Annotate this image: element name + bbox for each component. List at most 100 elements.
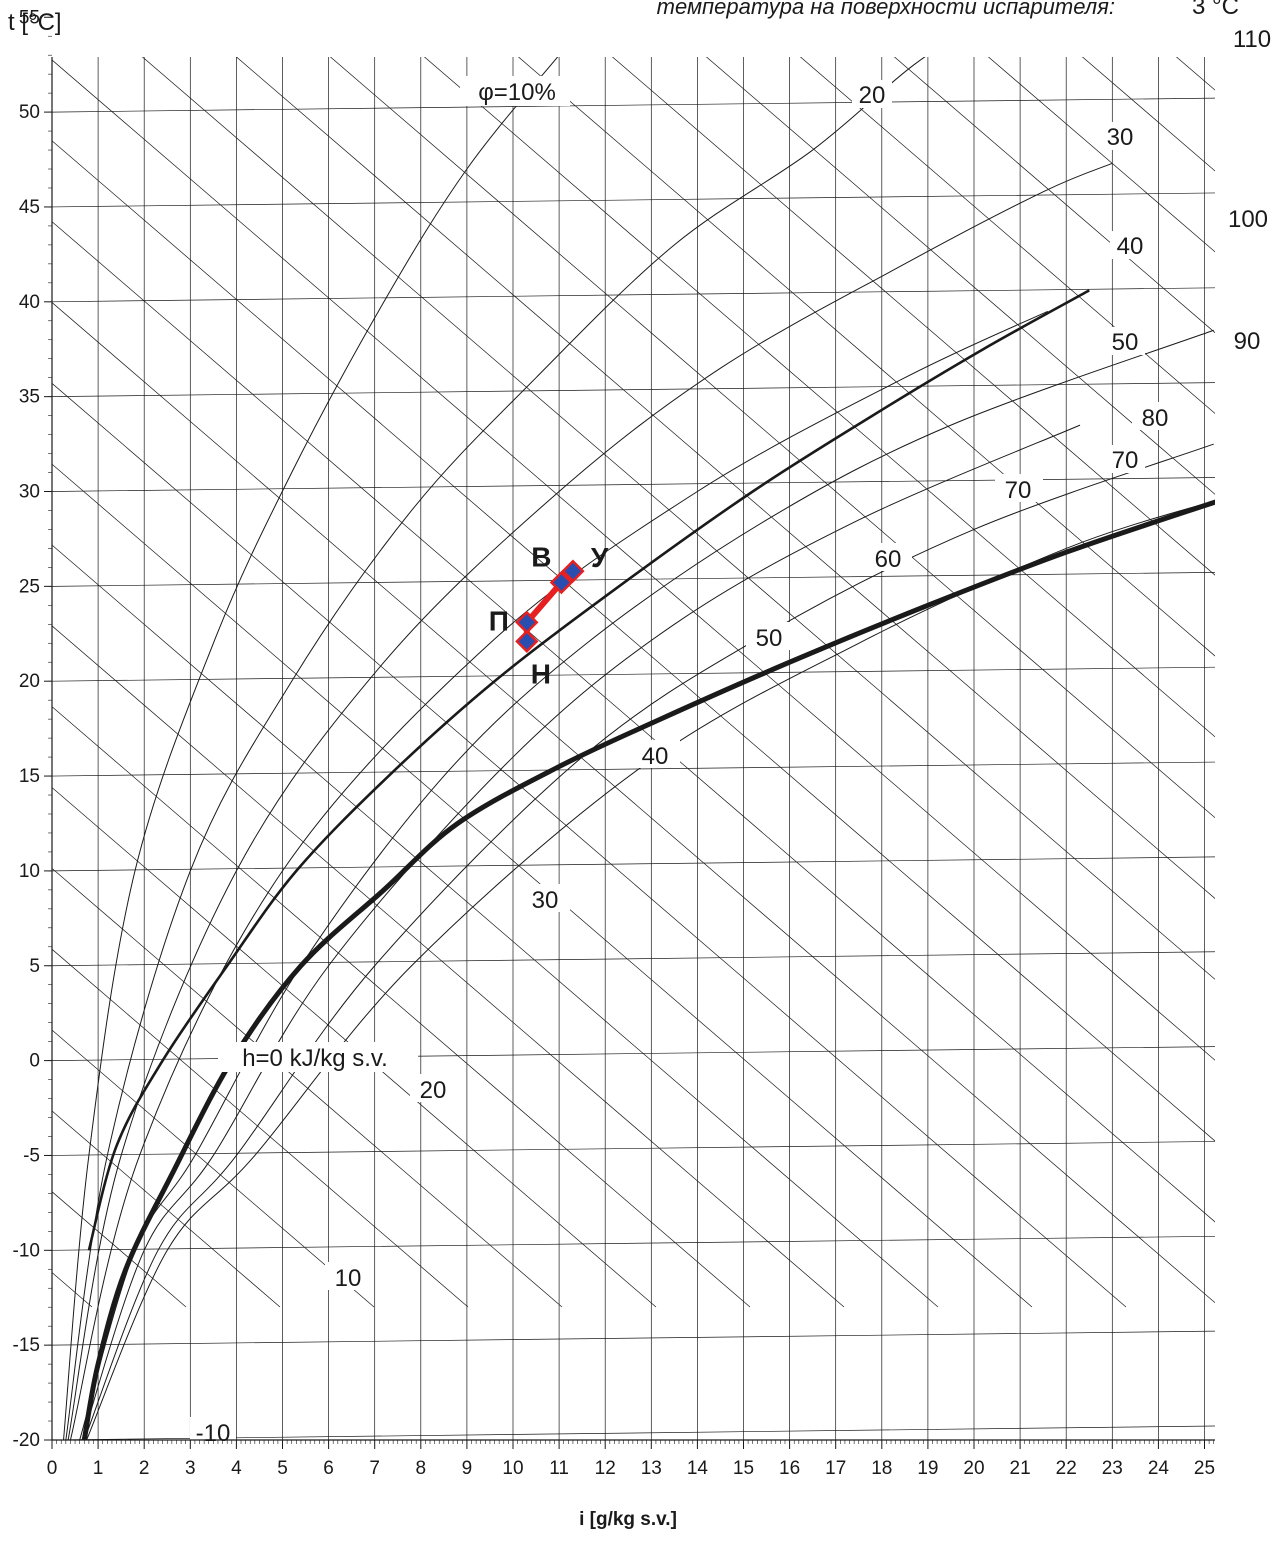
label-bg: [1110, 231, 1150, 259]
enthalpy-label-m10: -10: [196, 1420, 231, 1447]
grid-tline: [52, 666, 1215, 682]
y-tick-label: 20: [19, 671, 40, 692]
x-tick-label: 11: [549, 1458, 569, 1479]
grid-tline: [52, 1235, 1215, 1251]
y-tick-label: 35: [19, 387, 40, 408]
grid-layer: [52, 57, 1215, 1440]
y-tick-label: -20: [13, 1430, 40, 1451]
grid-tline: [52, 572, 1215, 587]
grid-tline: [52, 97, 1215, 113]
x-tick-label: 2: [139, 1458, 150, 1479]
x-axis-title: i [g/kg s.v.]: [579, 1509, 677, 1530]
rh-label-40: 40: [1117, 233, 1144, 260]
state-point-label: Н: [531, 658, 551, 689]
rh-curve-30: [67, 162, 1113, 1440]
enthalpy-line: [517, 57, 1215, 657]
y-tick-label: -15: [13, 1335, 40, 1356]
y-tick-label: 50: [19, 102, 40, 123]
y-tick-label: 5: [29, 956, 40, 977]
state-point: [515, 629, 539, 654]
x-tick-label: 22: [1056, 1458, 1077, 1479]
grid-tline: [52, 856, 1215, 872]
x-tick-label: 0: [47, 1458, 58, 1479]
y-tick-label: -10: [13, 1240, 40, 1261]
header-value: 3 °C: [1192, 0, 1239, 20]
x-tick-label: 7: [369, 1458, 380, 1479]
label-bg: [852, 80, 892, 108]
enthalpy-label-0: h=0 kJ/kg s.v.: [242, 1045, 388, 1072]
rh-curve-100: [81, 499, 1215, 1440]
y-tick-label: 30: [19, 482, 40, 503]
grid-tline: [52, 1330, 1215, 1346]
label-bg: [410, 1074, 458, 1102]
enthalpy-line: [52, 625, 845, 1308]
enthalpy-line: [52, 787, 657, 1308]
grid-tline: [52, 1141, 1215, 1156]
enthalpy-label-80: 80: [1142, 405, 1169, 432]
process-layer: НП В У: [489, 542, 609, 690]
x-tick-label: 1: [93, 1458, 104, 1479]
enthalpy-line: [52, 1029, 375, 1308]
enthalpy-line: [52, 382, 1127, 1308]
x-tick-label: 3: [185, 1458, 196, 1479]
enthalpy-label-100: 100: [1228, 206, 1268, 233]
enthalpy-line: [52, 59, 1215, 1061]
enthalpy-line: [52, 706, 751, 1308]
x-tick-label: 19: [917, 1458, 938, 1479]
grid-tline: [52, 951, 1215, 967]
y-tick-label: 25: [19, 576, 40, 597]
label-bg: [1105, 445, 1145, 473]
enthalpy-label-70: 70: [1005, 477, 1032, 504]
enthalpy-line: [52, 140, 1215, 1142]
rh-label-10: φ=10%: [478, 79, 556, 106]
enthalpy-line: [423, 57, 1215, 738]
label-bg: [522, 884, 570, 912]
label-bg: [864, 543, 912, 571]
x-tick-label: 12: [595, 1458, 616, 1479]
rh-curve-60: [79, 329, 1214, 1440]
enthalpy-line: [235, 57, 1215, 899]
y-axis-title: t [°C]: [8, 9, 62, 36]
rh-curve-20: [65, 57, 926, 1440]
enthalpy-label-50: 50: [756, 625, 783, 652]
y-tick-label: 10: [19, 861, 40, 882]
rh-curve-10: [63, 57, 559, 1440]
enthalpy-line: [329, 57, 1215, 819]
x-tick-label: 23: [1102, 1458, 1123, 1479]
state-point-label: У: [591, 542, 609, 573]
enthalpy-line: [52, 463, 1033, 1308]
grid-tline: [52, 761, 1215, 777]
y-tick-label: 15: [19, 766, 40, 787]
enthalpy-label-60: 60: [875, 546, 902, 573]
x-tick-label: 15: [733, 1458, 754, 1479]
x-tick-label: 21: [1010, 1458, 1031, 1479]
enthalpy-line: [611, 57, 1215, 576]
label-bg: [325, 1262, 373, 1290]
enthalpy-line: [799, 57, 1215, 414]
y-tick-label: 55: [19, 7, 40, 28]
enthalpy-label-10: 10: [335, 1265, 362, 1292]
enthalpy-line: [52, 221, 1215, 1223]
rh-label-70: 70: [1112, 447, 1139, 474]
x-tick-label: 13: [641, 1458, 662, 1479]
enthalpy-line: [52, 544, 939, 1308]
label-bg: [1132, 402, 1180, 430]
enthalpy-label-30: 30: [532, 887, 559, 914]
grid-tline: [52, 287, 1215, 303]
enthalpy-label-40: 40: [642, 743, 669, 770]
x-tick-label: 5: [277, 1458, 288, 1479]
rh-curve-80: [83, 443, 1214, 1440]
chart-label-layer: φ=10% 20 30 40 50 70 h=0 kJ/kg s.v. -10 10 20 30 40…: [190, 26, 1271, 1447]
x-tick-label: 10: [502, 1458, 523, 1479]
rh-curve-70: [81, 424, 1081, 1440]
label-bg: [632, 740, 680, 768]
enthalpy-line: [893, 57, 1215, 334]
x-tick-label: 8: [416, 1458, 427, 1479]
rh-curve-50: [87, 289, 1090, 1251]
y-tick-label: 45: [19, 197, 40, 218]
axis-layer: 0 1 2 3 4 5 6 7 8 9 10 11 12 13 14 15 16 17 18 19 20 21 22 23 24…: [13, 7, 1216, 1479]
enthalpy-line: [705, 57, 1215, 495]
x-tick-label: 24: [1148, 1458, 1170, 1479]
grid-tline: [52, 192, 1215, 208]
